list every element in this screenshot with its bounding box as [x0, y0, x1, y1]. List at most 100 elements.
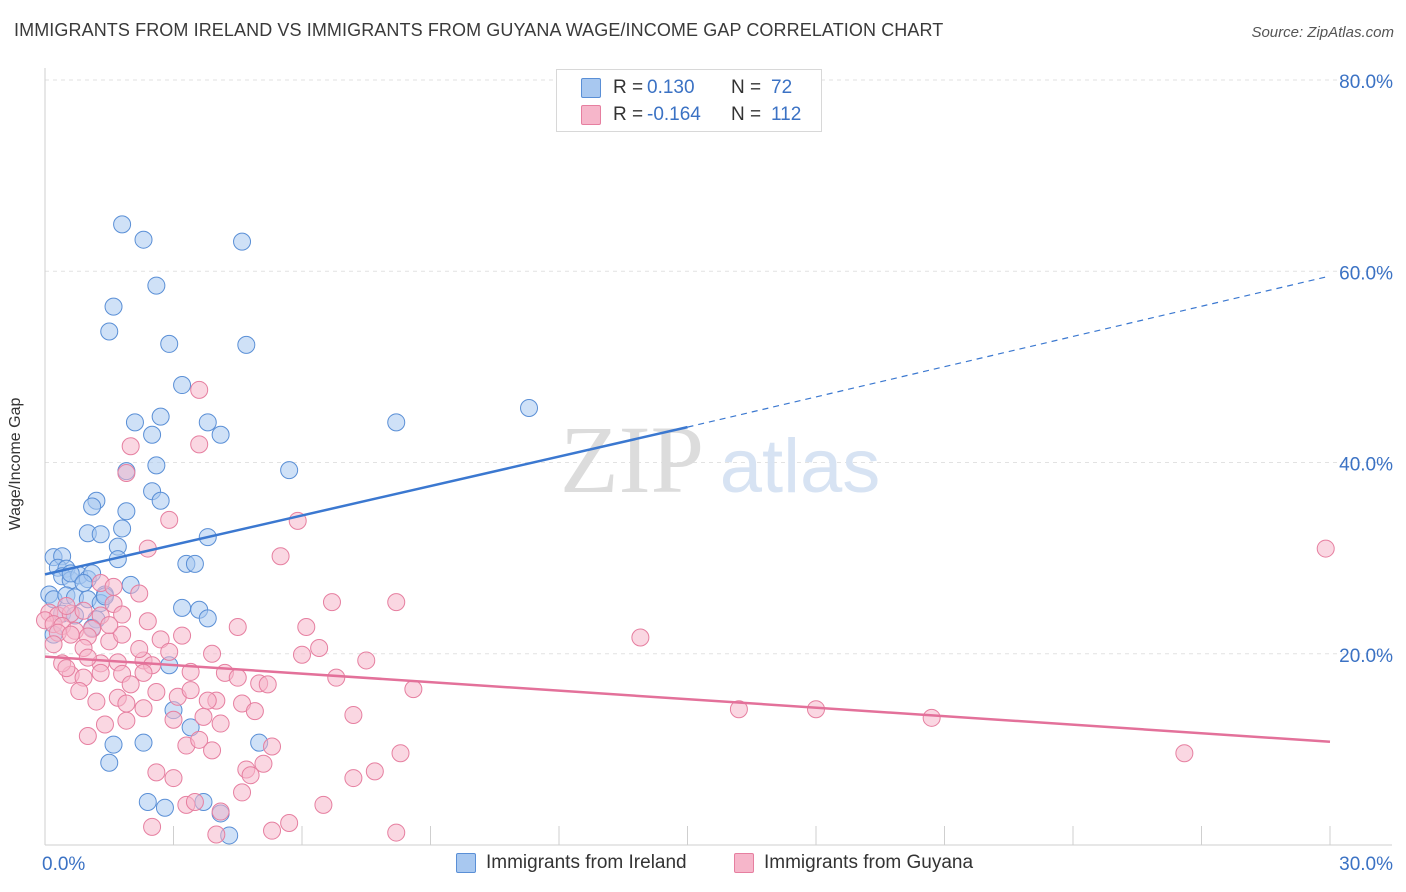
guyana-point — [78, 726, 97, 745]
guyana-point — [1316, 539, 1335, 558]
guyana-point — [344, 705, 363, 724]
ireland-point — [151, 491, 170, 510]
grid-lines — [45, 79, 1392, 655]
guyana-point — [211, 802, 230, 821]
bottom-legend-label-guyana: Immigrants from Guyana — [764, 852, 974, 873]
legend-n-label: N = — [731, 77, 762, 98]
guyana-point — [263, 821, 282, 840]
chart-title: IMMIGRANTS FROM IRELAND VS IMMIGRANTS FR… — [14, 20, 944, 40]
legend-swatch-guyana — [581, 105, 601, 125]
ireland-point — [74, 573, 93, 592]
ireland-point — [155, 798, 174, 817]
ireland-point — [83, 497, 102, 516]
guyana-point — [147, 683, 166, 701]
ireland-point — [387, 413, 406, 432]
guyana-point — [190, 435, 209, 454]
guyana-point — [117, 464, 136, 483]
guyana-point — [181, 681, 200, 700]
guyana-point — [160, 510, 179, 529]
guyana-point — [130, 639, 149, 658]
guyana-trend-line — [44, 655, 1331, 743]
guyana-point — [194, 707, 213, 726]
guyana-point — [293, 645, 311, 664]
legend-r-value: 0.130 — [647, 77, 695, 98]
guyana-point — [310, 639, 329, 658]
ireland-point — [181, 718, 200, 737]
trend-lines — [44, 275, 1331, 743]
guyana-point — [104, 577, 123, 596]
guyana-point — [203, 644, 222, 663]
ireland-trend-line — [44, 425, 688, 576]
guyana-point — [314, 795, 333, 814]
guyana-point — [113, 605, 132, 624]
guyana-point — [70, 682, 89, 701]
guyana-point — [357, 651, 376, 670]
guyana-point — [121, 675, 140, 694]
guyana-point — [1175, 744, 1194, 763]
ireland-point — [280, 461, 299, 480]
guyana-point — [57, 596, 76, 615]
y-axis-label: Wage/Income Gap — [7, 397, 24, 531]
ireland-trend-extension — [687, 275, 1331, 428]
ireland-point — [100, 322, 119, 341]
ireland-point — [147, 276, 166, 295]
guyana-point — [344, 769, 363, 788]
ireland-point — [211, 425, 230, 444]
guyana-points — [36, 380, 1335, 844]
ireland-point — [113, 519, 132, 538]
guyana-point — [203, 741, 222, 760]
ireland-point — [134, 230, 153, 249]
ireland-point — [104, 297, 123, 316]
ireland-point — [160, 334, 179, 353]
guyana-point — [245, 702, 264, 721]
guyana-point — [95, 715, 114, 734]
bottom-legend-swatch-guyana — [734, 853, 754, 873]
guyana-point — [228, 617, 247, 636]
axes — [44, 68, 1392, 846]
bottom-legend-label-ireland: Immigrants from Ireland — [486, 852, 687, 873]
legend-r-label: R = — [613, 104, 644, 125]
ireland-point — [173, 598, 192, 617]
guyana-point — [113, 625, 132, 644]
guyana-point — [147, 763, 166, 782]
source-label: Source: ZipAtlas.com — [1251, 24, 1394, 41]
ireland-point — [100, 753, 119, 772]
guyana-point — [228, 668, 247, 687]
ireland-point — [104, 735, 123, 754]
guyana-point — [61, 625, 80, 644]
ireland-point — [138, 792, 157, 811]
ireland-point — [198, 413, 217, 432]
guyana-point — [190, 380, 209, 399]
guyana-point — [143, 817, 162, 836]
watermark-zip: ZIP — [560, 406, 704, 513]
ireland-point — [151, 407, 170, 426]
guyana-point — [198, 691, 217, 710]
guyana-point — [922, 708, 941, 727]
ireland-point — [143, 425, 162, 444]
legend-n-value: 112 — [771, 104, 802, 125]
ireland-point — [134, 733, 153, 752]
guyana-point — [78, 648, 97, 667]
ireland-point — [125, 413, 144, 432]
watermark: ZIP atlas — [560, 406, 880, 513]
guyana-point — [365, 762, 384, 781]
y-tick-label: 60.0% — [1339, 263, 1393, 284]
guyana-point — [173, 626, 192, 645]
guyana-point — [297, 617, 316, 636]
guyana-point — [241, 766, 260, 785]
guyana-point — [164, 710, 183, 729]
ireland-point — [233, 232, 252, 251]
guyana-point — [387, 593, 406, 612]
ireland-point — [173, 376, 192, 395]
ireland-point — [91, 525, 110, 544]
tick-labels: 20.0% 40.0% 60.0% 80.0% 0.0% 30.0% — [42, 72, 1393, 875]
ireland-point — [117, 502, 136, 521]
guyana-point — [91, 663, 110, 682]
guyana-point — [729, 700, 748, 719]
ireland-point — [113, 215, 132, 234]
guyana-point — [138, 612, 157, 631]
ireland-point — [520, 398, 539, 417]
guyana-point — [254, 754, 273, 773]
guyana-point — [87, 692, 106, 711]
